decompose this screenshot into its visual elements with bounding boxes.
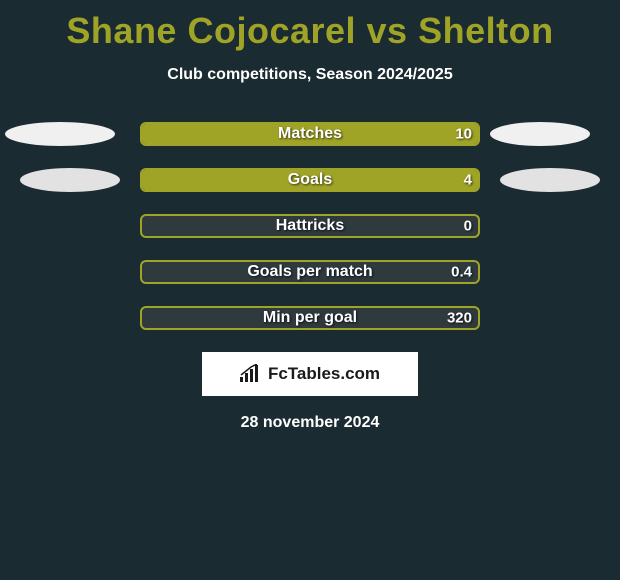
bar-track <box>140 168 480 192</box>
bar-track <box>140 214 480 238</box>
bar-fill <box>142 124 478 144</box>
stat-row: Matches10 <box>0 122 620 146</box>
date-text: 28 november 2024 <box>0 414 620 432</box>
page-subtitle: Club competitions, Season 2024/2025 <box>0 66 620 84</box>
bar-track <box>140 306 480 330</box>
stats-chart: Matches10 Goals4 Hattricks0 Goals per match… <box>0 122 620 330</box>
chart-icon <box>240 364 262 384</box>
logo-text: FcTables.com <box>268 364 380 384</box>
bar-fill <box>142 170 478 190</box>
stat-row: Goals4 <box>0 168 620 192</box>
bar-track <box>140 260 480 284</box>
stat-row: Hattricks0 <box>0 214 620 238</box>
page-title: Shane Cojocarel vs Shelton <box>0 0 620 52</box>
stat-row: Goals per match0.4 <box>0 260 620 284</box>
left-ellipse <box>20 168 120 192</box>
left-ellipse <box>5 122 115 146</box>
right-ellipse <box>500 168 600 192</box>
bar-track <box>140 122 480 146</box>
right-ellipse <box>490 122 590 146</box>
logo-box: FcTables.com <box>202 352 418 396</box>
stat-row: Min per goal320 <box>0 306 620 330</box>
